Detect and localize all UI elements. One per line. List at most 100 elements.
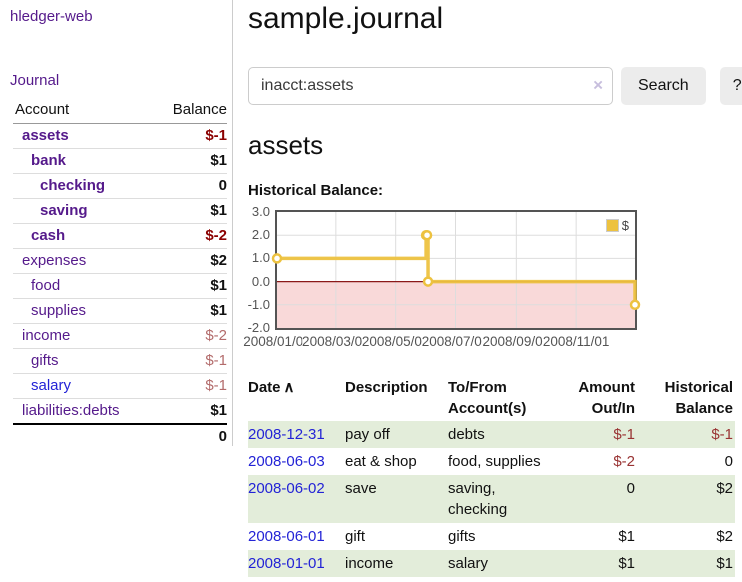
account-link[interactable]: salary [31, 377, 72, 394]
account-row: food $1 [13, 273, 227, 299]
chart-plot-svg [271, 212, 641, 328]
account-row: supplies $1 [13, 298, 227, 324]
account-row: salary $-1 [13, 373, 227, 399]
y-axis-tick-label: 0.0 [251, 273, 270, 289]
account-link[interactable]: income [22, 327, 71, 344]
register-amount: $1 [618, 528, 635, 545]
register-amount: $-1 [613, 426, 635, 443]
account-balance: $-2 [163, 323, 227, 349]
account-link[interactable]: assets [22, 127, 69, 144]
register-amount: 0 [626, 480, 635, 497]
account-balance: $-1 [205, 127, 227, 144]
register-row: 2008-12-31 pay off debts $-1 $-1 [248, 421, 735, 448]
register-accounts: saving, checking [448, 480, 508, 518]
register-balance: $-1 [711, 426, 733, 443]
account-link[interactable]: supplies [31, 302, 87, 319]
register-amount: $1 [618, 555, 635, 572]
clear-search-icon[interactable]: × [593, 75, 603, 95]
account-balance: $-2 [163, 223, 227, 249]
register-balance: 0 [724, 453, 733, 470]
chart-plot-area: $ [271, 210, 641, 330]
accounts-total-row: 0 [13, 423, 227, 449]
register-balance: $2 [716, 528, 733, 545]
register-accounts: debts [448, 426, 485, 443]
account-link[interactable]: liabilities:debts [22, 402, 120, 419]
account-balance: $1 [163, 198, 227, 224]
register-description: eat & shop [345, 453, 417, 470]
register-description: save [345, 480, 377, 497]
accounts-header-row: Account Balance [13, 98, 227, 124]
chart-legend: $ [605, 218, 629, 233]
y-axis-tick-label: 1.0 [251, 250, 270, 266]
y-axis-tick-label: 2.0 [251, 227, 270, 243]
x-axis-tick-label: 2008/05/01 [361, 334, 430, 349]
register-date-link[interactable]: 2008-01-01 [248, 555, 325, 572]
account-link[interactable]: checking [40, 177, 106, 194]
chart-title: Historical Balance: [248, 182, 384, 199]
register-row: 2008-01-01 income salary $1 $1 [248, 550, 735, 577]
search-input-wrap: × [248, 67, 613, 105]
account-balance: $1 [163, 148, 227, 174]
y-axis-tick-label: 3.0 [251, 204, 270, 219]
sidebar: hledger-web Journal Account Balance asse… [0, 0, 233, 449]
account-link[interactable]: saving [40, 202, 88, 219]
account-row: bank $1 [13, 148, 227, 174]
account-heading: assets [248, 130, 324, 160]
account-link[interactable]: bank [31, 152, 67, 169]
register-description: income [345, 555, 394, 572]
register-header-date[interactable]: Date ∧ [248, 379, 295, 396]
legend-series-label: $ [621, 218, 629, 233]
x-axis-tick-label: 2008/01/01 [243, 334, 311, 349]
register-accounts: food, supplies [448, 453, 541, 470]
accounts-total-value: 0 [163, 423, 227, 449]
x-axis-tick-label: 2008/11/01 [542, 334, 610, 349]
account-balance: $1 [163, 273, 227, 299]
register-date-link[interactable]: 2008-06-02 [248, 480, 325, 497]
search-help-button[interactable]: ? [719, 67, 742, 105]
main-content: sample.journal × Search ? assets Histori… [233, 0, 742, 577]
account-balance: $-1 [163, 348, 227, 374]
search-input[interactable] [248, 67, 613, 105]
register-description: gift [345, 528, 366, 545]
brand-link[interactable]: hledger-web [10, 8, 93, 25]
register-description: pay off [345, 426, 390, 443]
account-balance: $-1 [163, 373, 227, 399]
search-bar: × Search ? [248, 67, 742, 105]
sidebar-item-journal[interactable]: Journal [10, 72, 60, 89]
account-balance: $2 [163, 248, 227, 274]
account-balance: 0 [163, 173, 227, 199]
search-button[interactable]: Search [621, 67, 706, 105]
register-header-row: Date ∧ Description To/From Account(s) Amo… [248, 375, 735, 421]
register-date-link[interactable]: 2008-12-31 [248, 426, 325, 443]
register-balance: $1 [716, 555, 733, 572]
x-axis-tick-label: 2008/03/01 [302, 334, 370, 349]
register-accounts: salary [448, 555, 489, 572]
account-row: assets $-1 [13, 124, 227, 149]
register-row: 2008-06-01 gift gifts $1 $2 [248, 523, 735, 550]
accounts-header-account: Account [13, 98, 163, 124]
register-header-accounts: To/From Account(s) [448, 379, 527, 417]
account-row: saving $1 [13, 198, 227, 224]
account-row: income $-2 [13, 323, 227, 349]
legend-color-swatch [605, 219, 619, 232]
register-amount: $-2 [613, 453, 635, 470]
account-link[interactable]: cash [31, 227, 66, 244]
register-header-amount: Amount Out/In [578, 379, 635, 417]
account-link[interactable]: gifts [31, 352, 59, 369]
accounts-header-balance: Balance [163, 98, 227, 124]
account-row: gifts $-1 [13, 348, 227, 374]
x-axis-tick-label: 2008/07/01 [421, 334, 490, 349]
account-balance: $1 [163, 298, 227, 324]
register-date-link[interactable]: 2008-06-03 [248, 453, 325, 470]
register-table-body: 2008-12-31 pay off debts $-1 $-1 2008-06-03 ea… [248, 421, 735, 577]
sort-ascending-icon: ∧ [283, 379, 295, 396]
y-axis-tick-label: -2.0 [247, 320, 270, 335]
register-accounts: gifts [448, 528, 476, 545]
account-row: expenses $2 [13, 248, 227, 274]
register-date-link[interactable]: 2008-06-01 [248, 528, 325, 545]
register-row: 2008-06-03 eat & shop food, supplies $-2 0 [248, 448, 735, 475]
account-link[interactable]: expenses [22, 252, 87, 269]
account-link[interactable]: food [31, 277, 61, 294]
register-table: Date ∧ Description To/From Account(s) Amo… [248, 375, 735, 577]
